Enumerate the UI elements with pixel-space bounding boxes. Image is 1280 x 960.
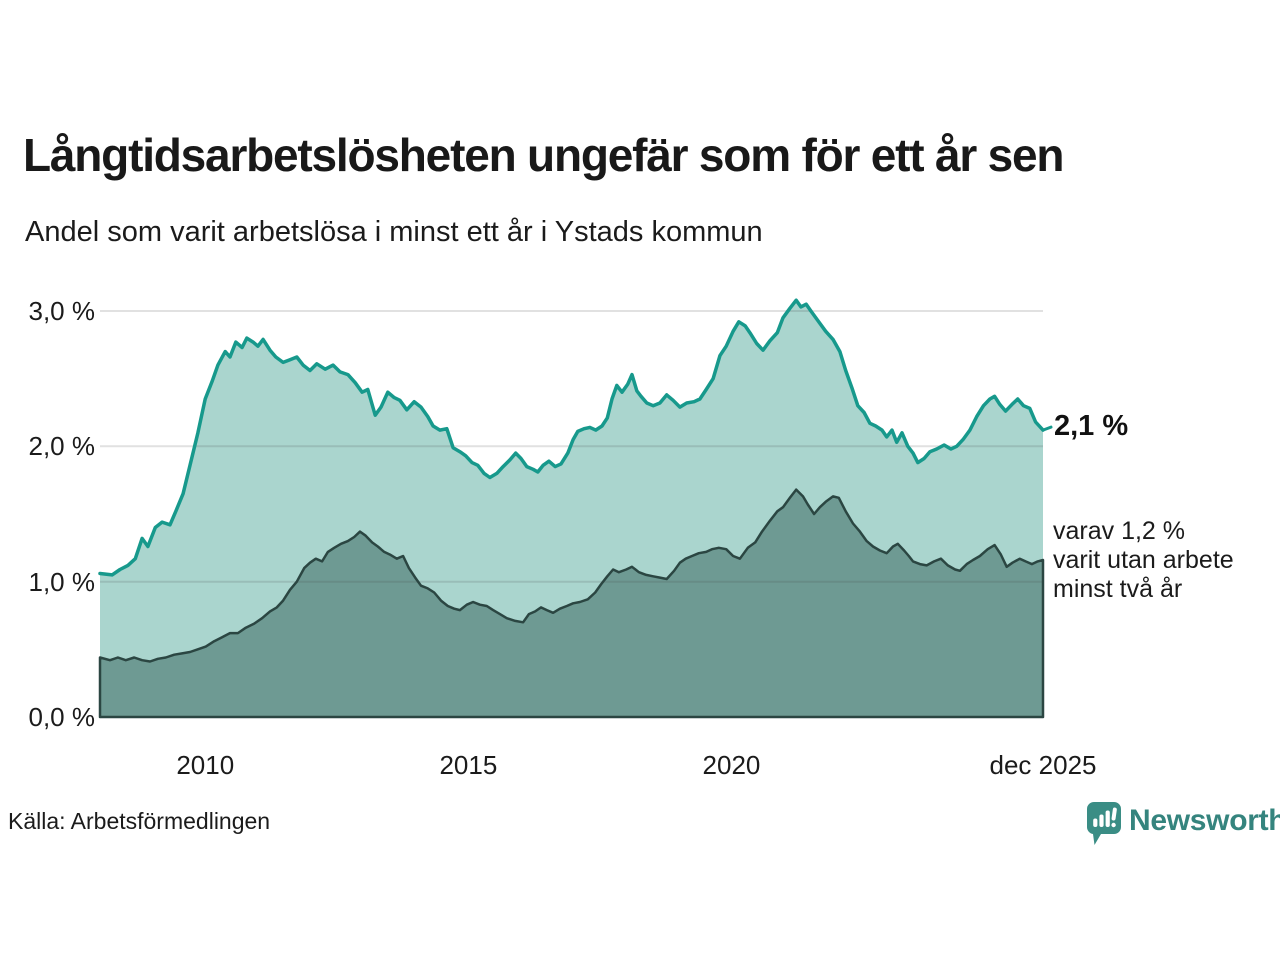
exclamation-bar	[1111, 807, 1117, 821]
area-fill	[100, 489, 1043, 717]
annotation-line-1: varav 1,2 %	[1053, 517, 1186, 545]
primary-series-line	[98, 298, 1045, 577]
series-end-value-label: 2,1 %	[1054, 410, 1129, 442]
bar-medium	[1099, 814, 1104, 827]
end-value-tick	[1041, 425, 1053, 432]
annotation-line-3: minst två år	[1053, 575, 1183, 603]
newsworthy-logo-icon	[1087, 802, 1121, 845]
annotation-line-2: varit utan arbete	[1053, 546, 1234, 574]
x-tick-label: dec 2025	[989, 750, 1097, 780]
y-tick-label: 0,0 %	[28, 702, 96, 732]
secondary-series-line	[98, 488, 1045, 719]
y-tick-label: 2,0 %	[28, 431, 96, 462]
y-tick-label: 1,0 %	[28, 566, 96, 597]
x-tick-label: 2010	[176, 750, 235, 780]
exclamation-dot	[1111, 822, 1116, 828]
y-tick-label: 3,0 %	[28, 296, 96, 326]
x-tick-label: 2015	[439, 750, 498, 780]
chart-subtitle: Andel som varit arbetslösa i minst ett å…	[25, 216, 763, 248]
brand-wordmark: Newsworthy	[1129, 804, 1280, 837]
x-tick-label: 2020	[702, 750, 761, 780]
bar-large	[1105, 810, 1110, 827]
brand-logo: Newsworthy	[1087, 802, 1280, 848]
source-label: Källa: Arbetsförmedlingen	[8, 808, 271, 834]
secondary-series-annotation: varav 1,2 % varit utan arbete minst två …	[1053, 517, 1234, 604]
chart-title: Långtidsarbetslösheten ungefär som för e…	[23, 129, 1065, 181]
bar-small	[1093, 818, 1098, 827]
